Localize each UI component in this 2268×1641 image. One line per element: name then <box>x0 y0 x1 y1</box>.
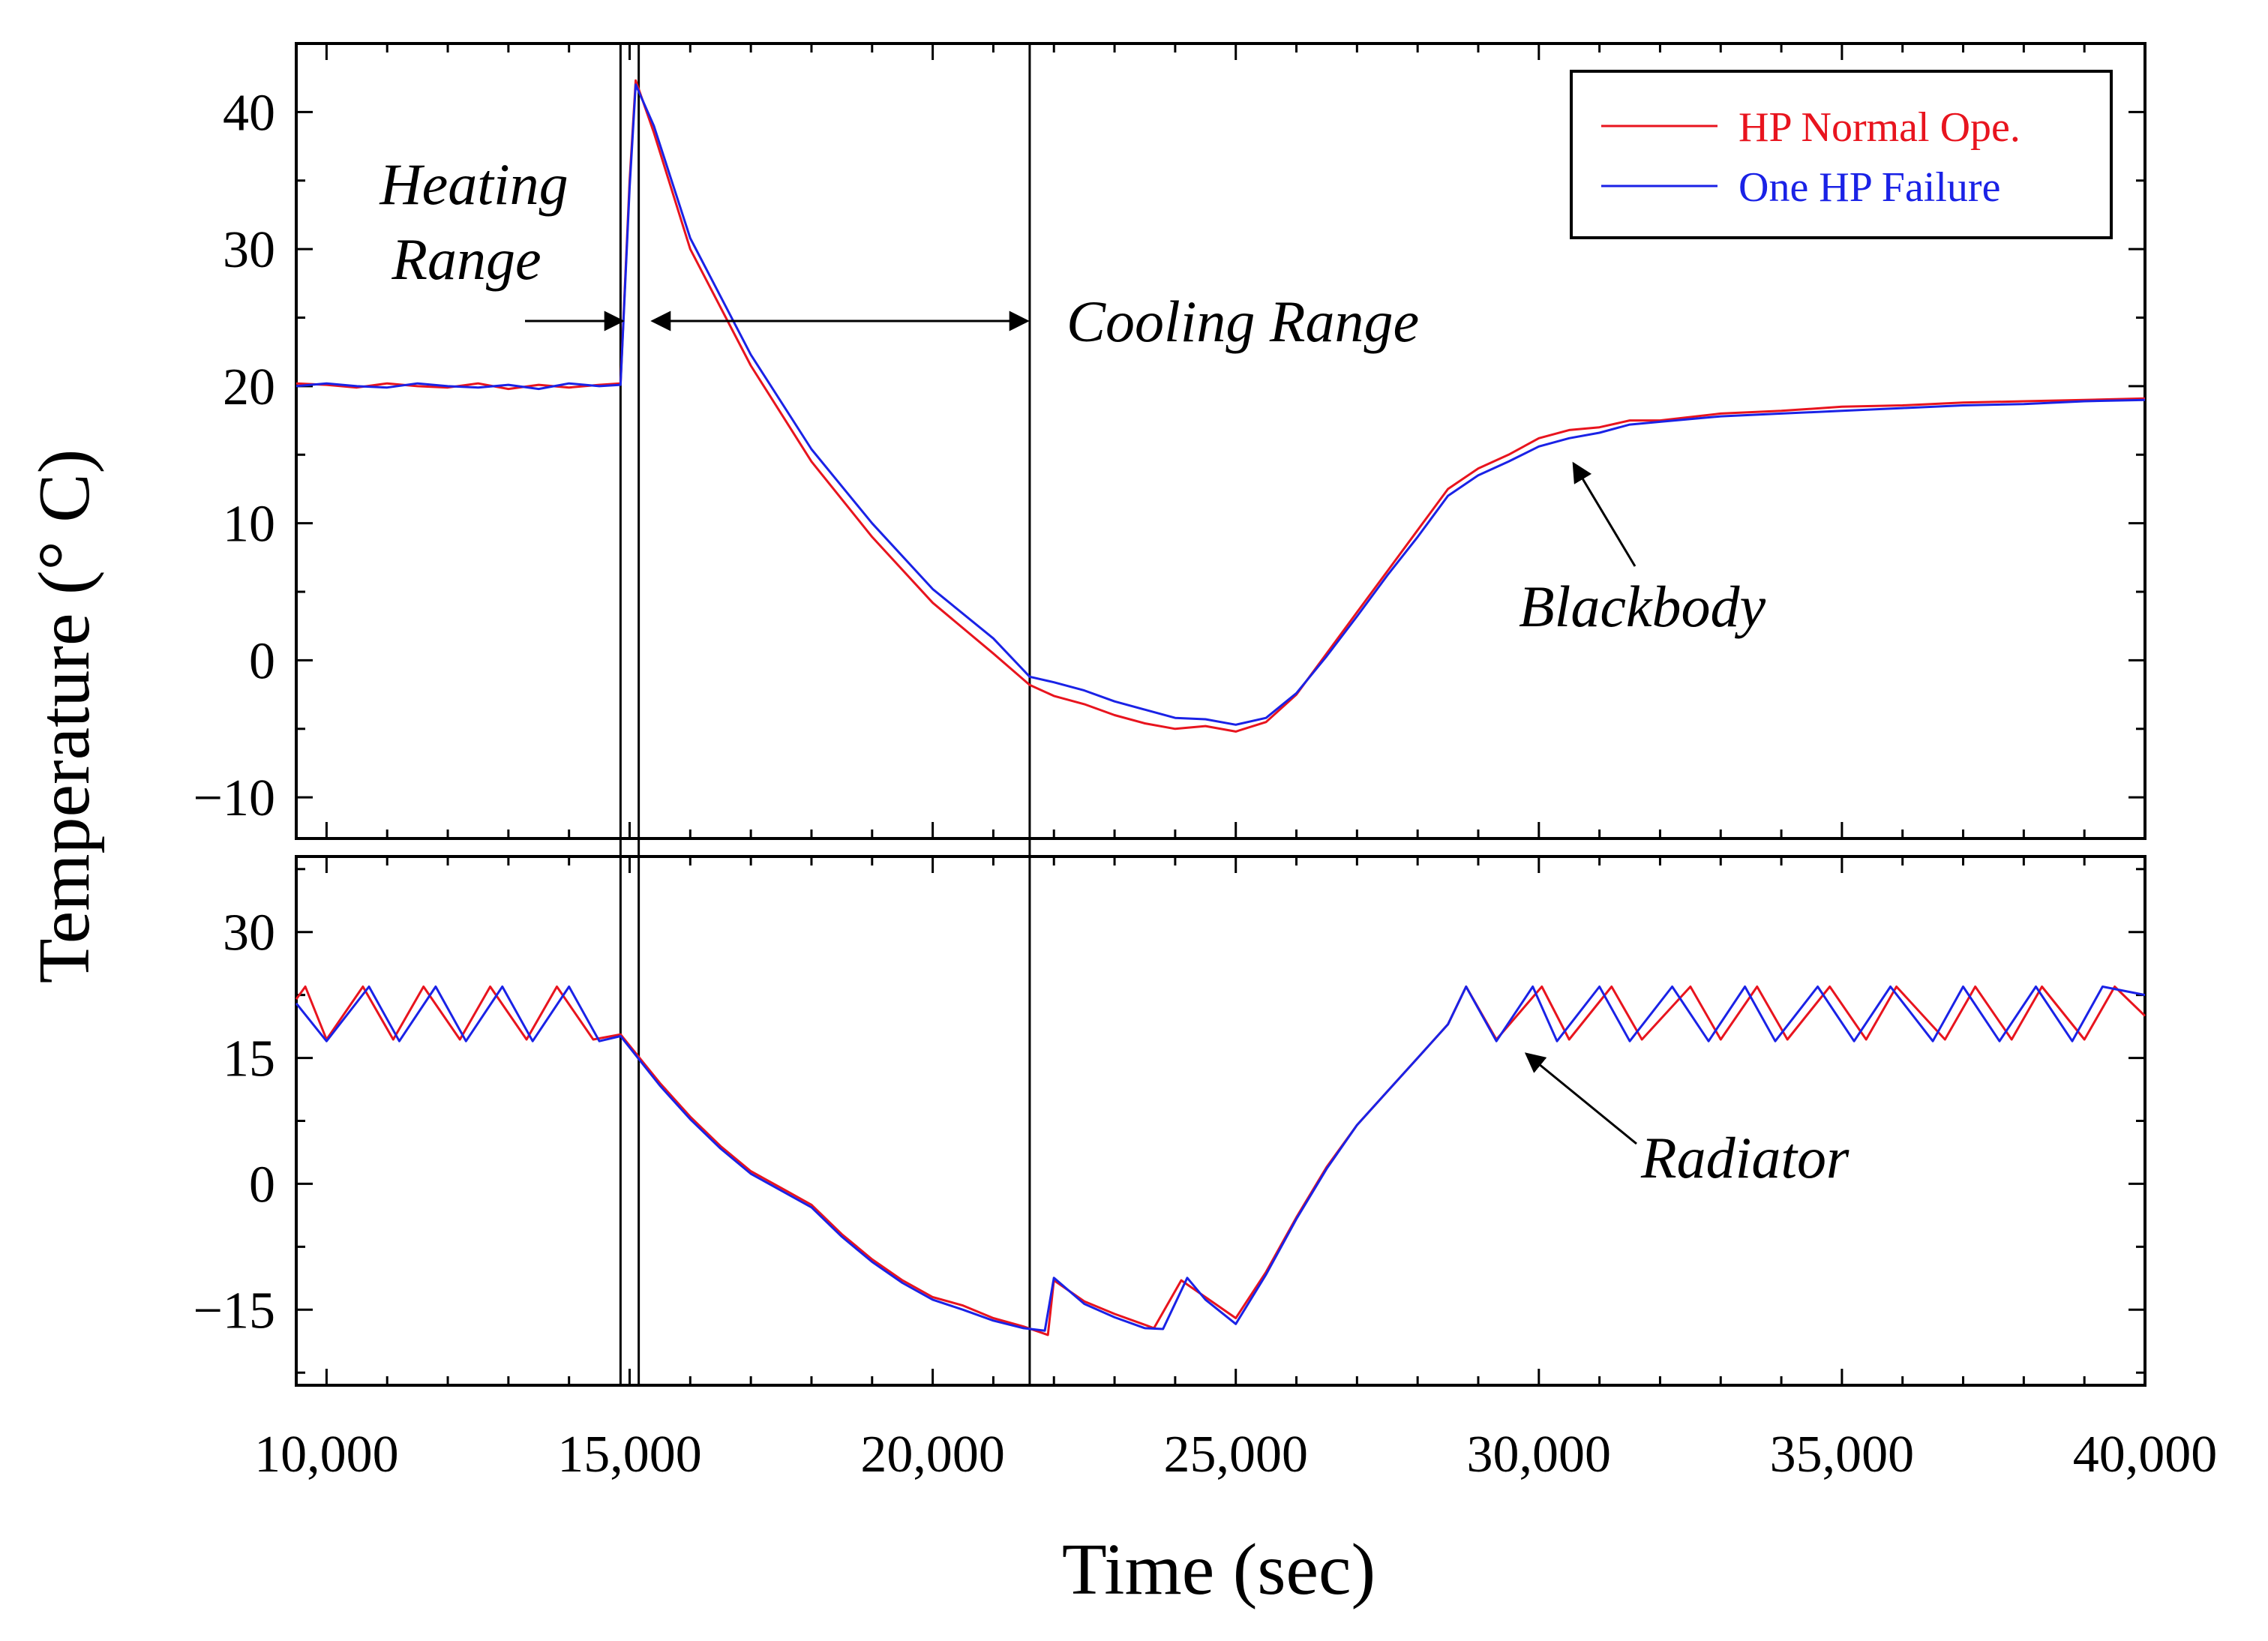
y-tick-label: 40 <box>223 84 275 142</box>
y-tick-label: 15 <box>223 1030 275 1088</box>
y-tick-label: 10 <box>223 496 275 554</box>
heating-range-label-2: Range <box>391 226 541 292</box>
legend: HP Normal Ope. One HP Failure <box>1570 70 2113 239</box>
axis-ticks <box>296 42 2146 1385</box>
x-axis-title: Time (sec) <box>1062 1529 1376 1610</box>
y-tick-label: 0 <box>249 632 275 690</box>
series-lines <box>295 79 2146 1336</box>
y-tick-label: 30 <box>223 221 275 279</box>
legend-label-normal: HP Normal Ope. <box>1738 104 2020 151</box>
series-line-blackbody-failure <box>296 83 2146 726</box>
x-tick-label: 40,000 <box>2073 1426 2218 1484</box>
x-tick-label: 15,000 <box>557 1426 702 1484</box>
blackbody-label: Blackbody <box>1519 574 1766 639</box>
y-tick-label: −15 <box>194 1282 275 1340</box>
x-tick-label: 10,000 <box>254 1426 399 1484</box>
x-tick-label: 25,000 <box>1163 1426 1308 1484</box>
series-line-radiator-normal <box>295 986 2146 1336</box>
radiator-arrow <box>1524 1052 1637 1145</box>
y-tick-label: 30 <box>223 904 275 962</box>
legend-label-failure: One HP Failure <box>1738 164 2000 211</box>
y-tick-label: −10 <box>194 770 275 827</box>
cooling-range-label: Cooling Range <box>1066 289 1419 354</box>
blackbody-arrow <box>1572 461 1636 567</box>
x-tick-labels: 10,000 15,000 20,000 25,000 30,000 35,000 40,0… <box>254 1426 2217 1484</box>
y-axis-title: Temperature (° C) <box>24 449 105 984</box>
series-line-radiator-failure <box>295 986 2146 1332</box>
y-tick-label: 20 <box>223 358 275 416</box>
x-tick-label: 35,000 <box>1770 1426 1915 1484</box>
legend-frame <box>1570 70 2113 239</box>
y-tick-labels: −10 0 10 20 30 40 −15 0 15 30 <box>194 84 275 1340</box>
bottom-panel-frame <box>295 855 2146 1387</box>
x-tick-label: 30,000 <box>1467 1426 1612 1484</box>
range-marker-lines <box>619 44 1031 1385</box>
heating-range-label-1: Heating <box>379 152 568 217</box>
radiator-label: Radiator <box>1640 1125 1850 1190</box>
y-tick-label: 0 <box>249 1156 275 1214</box>
x-tick-label: 20,000 <box>860 1426 1005 1484</box>
top-panel-frame <box>295 42 2146 840</box>
series-line-blackbody-normal <box>296 79 2146 733</box>
